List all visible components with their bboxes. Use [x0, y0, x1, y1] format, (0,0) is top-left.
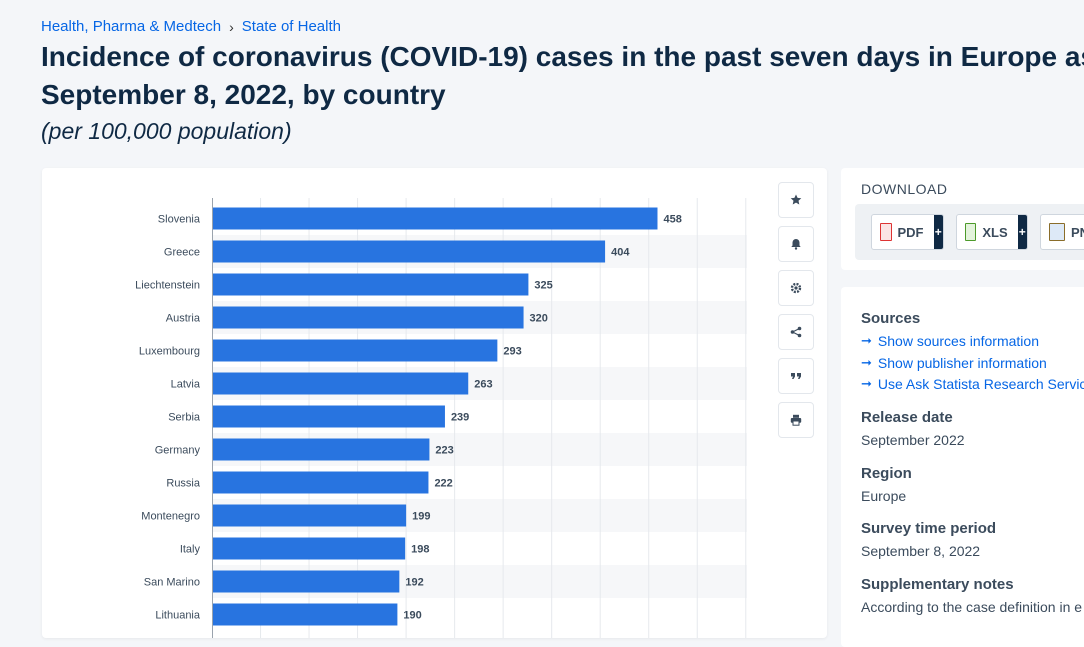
- bar-russia[interactable]: [213, 471, 429, 494]
- pdf-file-icon: [880, 223, 892, 241]
- print-button[interactable]: [778, 402, 814, 438]
- release-date-value: September 2022: [861, 432, 965, 448]
- category-label: Luxembourg: [139, 346, 200, 358]
- category-label: San Marino: [144, 577, 200, 589]
- breadcrumb-health-link[interactable]: Health, Pharma & Medtech: [41, 18, 222, 35]
- category-label: Germany: [155, 445, 201, 457]
- download-buttons: PDF + XLS + PNG: [855, 204, 1084, 260]
- supplementary-notes-value: According to the case definition in e: [861, 599, 1083, 615]
- data-label: 222: [434, 478, 452, 490]
- category-label: Russia: [166, 478, 201, 490]
- chart-card: Slovenia 458 Greece 404 Liechtenstein 325 Aust…: [42, 168, 827, 638]
- survey-period-value: September 8, 2022: [861, 543, 981, 559]
- download-pdf-plus[interactable]: +: [933, 215, 943, 249]
- bell-icon: [791, 239, 801, 250]
- bar-slovenia[interactable]: [213, 207, 658, 230]
- data-label: 223: [435, 445, 453, 457]
- bar-greece[interactable]: [213, 240, 606, 263]
- notification-button[interactable]: [778, 226, 814, 262]
- page-title-line-2: September 8, 2022, by country: [41, 79, 446, 110]
- share-button[interactable]: [778, 314, 814, 350]
- category-label: Liechtenstein: [135, 280, 200, 292]
- download-pdf-button[interactable]: PDF +: [871, 214, 944, 250]
- download-pdf-label: PDF: [897, 224, 924, 240]
- data-label: 458: [663, 214, 681, 226]
- download-png-button[interactable]: PNG: [1040, 214, 1084, 250]
- share-icon: [790, 326, 802, 338]
- bar-chart: Slovenia 458 Greece 404 Liechtenstein 325 Aust…: [135, 198, 747, 638]
- breadcrumb: Health, Pharma & Medtech › State of Heal…: [41, 18, 341, 35]
- data-label: 404: [611, 247, 630, 259]
- download-title: DOWNLOAD: [861, 181, 948, 197]
- category-label: Montenegro: [141, 511, 200, 523]
- data-label: 325: [534, 280, 552, 292]
- png-file-icon: [1049, 223, 1065, 241]
- data-label: 293: [503, 346, 521, 358]
- bar-austria[interactable]: [213, 306, 524, 329]
- print-icon: [790, 414, 802, 426]
- category-label: Austria: [166, 313, 201, 325]
- bar-latvia[interactable]: [213, 372, 469, 395]
- page-title-line-1: Incidence of coronavirus (COVID-19) case…: [41, 41, 1084, 72]
- category-label: Lithuania: [155, 610, 201, 622]
- survey-period-heading: Survey time period: [861, 520, 997, 537]
- page-title: Incidence of coronavirus (COVID-19) case…: [41, 38, 1084, 114]
- download-xls-button[interactable]: XLS +: [956, 214, 1028, 250]
- data-label: 198: [411, 544, 429, 556]
- show-publisher-link[interactable]: ➞ Show publisher information: [861, 355, 1047, 371]
- bar-liechtenstein[interactable]: [213, 273, 529, 296]
- download-card: DOWNLOAD PDF + XLS + PNG: [841, 168, 1084, 270]
- supplementary-notes-heading: Supplementary notes: [861, 576, 1014, 593]
- bar-lithuania[interactable]: [213, 603, 398, 626]
- show-sources-label: Show sources information: [877, 333, 1039, 349]
- data-label: 239: [451, 412, 469, 424]
- arrow-right-icon: ➞: [861, 333, 872, 348]
- data-label: 320: [530, 313, 548, 325]
- category-label: Slovenia: [158, 214, 201, 226]
- page-subtitle: (per 100,000 population): [41, 118, 292, 144]
- breadcrumb-separator: ›: [229, 18, 234, 35]
- ask-statista-link[interactable]: ➞ Use Ask Statista Research Service: [861, 376, 1084, 392]
- region-heading: Region: [861, 465, 912, 482]
- show-sources-link[interactable]: ➞ Show sources information: [861, 333, 1039, 349]
- bar-montenegro[interactable]: [213, 504, 407, 527]
- release-date-heading: Release date: [861, 409, 953, 426]
- chart-toolbar: [778, 182, 814, 438]
- arrow-right-icon: ➞: [861, 376, 872, 391]
- cite-button[interactable]: [778, 358, 814, 394]
- gear-icon: [790, 282, 802, 294]
- category-label: Italy: [180, 544, 201, 556]
- bar-luxembourg[interactable]: [213, 339, 498, 362]
- download-xls-plus[interactable]: +: [1017, 215, 1027, 249]
- arrow-right-icon: ➞: [861, 355, 872, 370]
- bar-san-marino[interactable]: [213, 570, 400, 593]
- quote-icon: [791, 373, 801, 379]
- ask-statista-label: Use Ask Statista Research Service: [877, 376, 1084, 392]
- bar-germany[interactable]: [213, 438, 430, 461]
- info-card: Sources ➞ Show sources information ➞ Sho…: [841, 287, 1084, 647]
- category-label: Greece: [164, 247, 200, 259]
- show-publisher-label: Show publisher information: [877, 355, 1047, 371]
- data-label: 192: [405, 577, 423, 589]
- region-value: Europe: [861, 488, 907, 504]
- star-icon: [790, 194, 802, 205]
- data-label: 199: [412, 511, 430, 523]
- xls-file-icon: [965, 223, 977, 241]
- category-label: Latvia: [171, 379, 201, 391]
- bar-serbia[interactable]: [213, 405, 445, 428]
- settings-button[interactable]: [778, 270, 814, 306]
- category-label: Serbia: [168, 412, 201, 424]
- breadcrumb-state-of-health-link[interactable]: State of Health: [241, 18, 341, 35]
- data-label: 190: [403, 610, 421, 622]
- download-png-label: PNG: [1071, 224, 1084, 240]
- favorite-button[interactable]: [778, 182, 814, 218]
- data-label: 263: [474, 379, 492, 391]
- sources-heading: Sources: [861, 310, 921, 327]
- download-xls-label: XLS: [982, 224, 1008, 240]
- bar-italy[interactable]: [213, 537, 406, 560]
